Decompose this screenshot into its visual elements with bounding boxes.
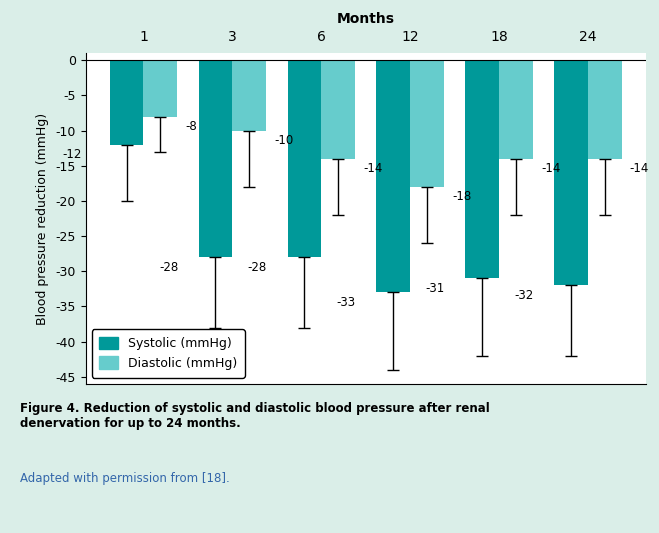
Text: -10: -10 bbox=[274, 134, 293, 147]
Text: -8: -8 bbox=[185, 120, 197, 133]
Text: -31: -31 bbox=[426, 282, 445, 295]
Text: -14: -14 bbox=[630, 162, 649, 175]
Bar bbox=[499, 60, 533, 159]
Text: Adapted with permission from [18].: Adapted with permission from [18]. bbox=[20, 472, 229, 484]
Text: -14: -14 bbox=[363, 162, 382, 175]
Text: -14: -14 bbox=[541, 162, 560, 175]
Bar bbox=[465, 60, 499, 278]
Bar bbox=[554, 60, 588, 285]
Bar bbox=[144, 60, 177, 117]
Text: -28: -28 bbox=[159, 261, 178, 274]
Text: -32: -32 bbox=[515, 289, 534, 302]
Bar bbox=[109, 60, 144, 144]
Bar bbox=[410, 60, 444, 187]
Legend: Systolic (mmHg), Diastolic (mmHg): Systolic (mmHg), Diastolic (mmHg) bbox=[92, 329, 245, 377]
Bar bbox=[198, 60, 233, 257]
Text: Figure 4. Reduction of systolic and diastolic blood pressure after renal
denerva: Figure 4. Reduction of systolic and dias… bbox=[20, 402, 490, 431]
Bar bbox=[376, 60, 410, 293]
Bar bbox=[322, 60, 355, 159]
Text: -12: -12 bbox=[63, 148, 82, 161]
Bar bbox=[233, 60, 266, 131]
Text: -18: -18 bbox=[452, 190, 471, 204]
Bar bbox=[588, 60, 622, 159]
Text: -33: -33 bbox=[337, 296, 356, 309]
Y-axis label: Blood pressure reduction (mmHg): Blood pressure reduction (mmHg) bbox=[36, 112, 49, 325]
Text: -28: -28 bbox=[248, 261, 267, 274]
X-axis label: Months: Months bbox=[337, 12, 395, 26]
Bar bbox=[287, 60, 322, 257]
